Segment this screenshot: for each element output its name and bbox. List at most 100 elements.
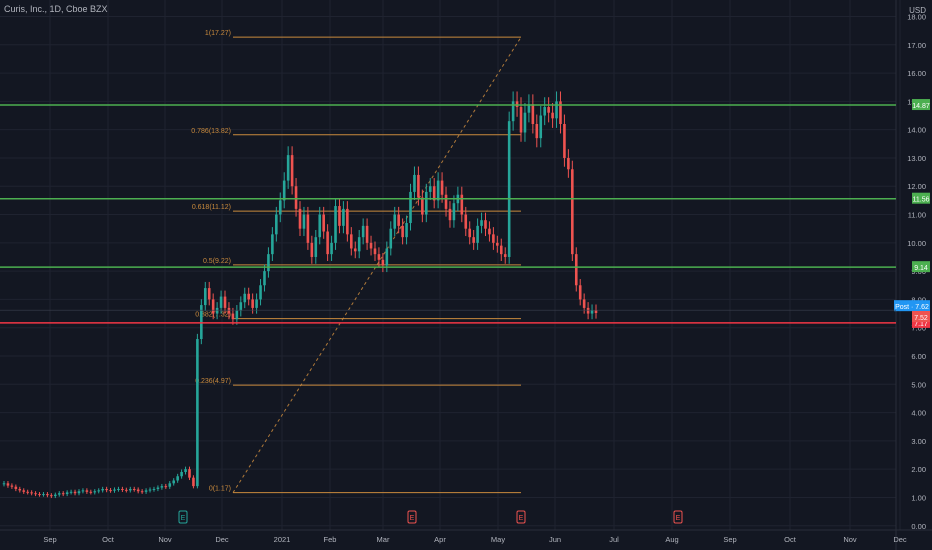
candle-body: [511, 101, 515, 122]
horizontal-line-label-bg: [912, 316, 930, 328]
candle-body: [152, 488, 156, 490]
candle-body: [6, 483, 10, 486]
x-tick-label: May: [491, 535, 505, 544]
x-tick-label: Aug: [665, 535, 678, 544]
last-price-label-bg: [912, 310, 930, 322]
candle-body: [571, 169, 574, 255]
earnings-marker: [516, 510, 526, 524]
candle-body: [428, 186, 432, 192]
candle-body: [310, 242, 314, 257]
candle-body: [42, 494, 45, 496]
candle-body: [223, 296, 227, 308]
candle-body: [231, 313, 235, 320]
candle-body: [290, 155, 294, 187]
candle-body: [559, 101, 562, 124]
earnings-marker-label: E: [519, 515, 524, 522]
candle-body: [488, 228, 491, 235]
candle-body: [164, 486, 168, 488]
candle-body: [393, 214, 397, 229]
candle-body: [30, 492, 33, 494]
candle-body: [271, 234, 274, 255]
candle-body: [567, 157, 570, 170]
candle-body: [322, 214, 325, 232]
candle-body: [294, 186, 298, 209]
chart-title: Curis, Inc., 1D, Cboe BZX: [4, 4, 108, 14]
y-tick-label: 17.00: [907, 41, 926, 50]
candle-body: [14, 486, 18, 489]
earnings-marker: [407, 510, 417, 524]
x-tick-label: Oct: [784, 535, 797, 544]
fib-level-label: 0.618(11.12): [192, 204, 231, 211]
candle-body: [73, 491, 77, 494]
candle-body: [401, 225, 404, 238]
candle-body: [417, 174, 420, 198]
candle-body: [405, 223, 408, 238]
candle-body: [200, 305, 203, 340]
candle-body: [578, 285, 582, 300]
candle-body: [464, 214, 468, 229]
candle-body: [215, 307, 219, 314]
candle-body: [413, 174, 416, 192]
candle-body: [255, 299, 258, 308]
y-tick-label: 1.00: [911, 493, 926, 502]
candle-body: [97, 490, 101, 492]
x-tick-label: Apr: [434, 535, 446, 544]
x-tick-label: Dec: [215, 535, 229, 544]
candle-body: [515, 101, 519, 108]
x-tick-label: Sep: [723, 535, 736, 544]
candle-body: [555, 101, 558, 119]
candle-body: [239, 302, 243, 311]
x-tick-label: Mar: [377, 535, 390, 544]
candle-body: [353, 248, 357, 252]
candle-body: [263, 271, 266, 286]
candle-body: [144, 490, 148, 492]
candle-body: [282, 180, 286, 201]
candle-body: [594, 310, 598, 313]
candle-body: [180, 472, 183, 477]
candle-body: [452, 203, 456, 221]
candle-body: [168, 483, 172, 487]
x-tick-label: Dec: [893, 535, 907, 544]
candle-body: [93, 491, 97, 493]
candle-body: [342, 208, 345, 226]
candle-body: [125, 489, 128, 491]
candle-body: [188, 469, 191, 478]
horizontal-line-label: 14.87: [912, 103, 930, 110]
y-tick-label: 10.00: [907, 239, 926, 248]
fib-level-label: 0(1.17): [209, 486, 231, 493]
candle-body: [373, 248, 377, 255]
x-tick-label: Oct: [102, 535, 115, 544]
candle-body: [586, 307, 590, 314]
candle-body: [34, 493, 37, 495]
x-tick-label: Nov: [158, 535, 172, 544]
candle-body: [424, 191, 428, 215]
y-tick-label: 12.00: [907, 182, 926, 191]
candle-body: [247, 293, 250, 300]
last-price-label: 7.52: [914, 315, 928, 322]
candle-body: [2, 483, 6, 485]
candle-body: [89, 491, 93, 493]
candle-body: [101, 488, 104, 491]
earnings-marker-label: E: [676, 515, 681, 522]
earnings-marker-label: E: [181, 515, 186, 522]
candle-body: [203, 288, 207, 306]
x-tick-label: Jul: [609, 535, 619, 544]
candle-body: [499, 245, 503, 255]
candle-body: [219, 296, 223, 308]
candle-body: [369, 242, 373, 249]
x-tick-label: Sep: [43, 535, 56, 544]
x-tick-label: Jun: [549, 535, 561, 544]
candle-body: [543, 107, 546, 116]
earnings-marker: [673, 510, 683, 524]
candle-body: [523, 112, 527, 133]
candle-body: [507, 121, 511, 257]
candle-body: [496, 242, 499, 246]
candle-body: [278, 200, 282, 215]
candle-body: [381, 259, 385, 266]
y-tick-label: 7.00: [911, 324, 926, 333]
y-tick-label: 0.00: [911, 522, 926, 531]
candle-body: [267, 254, 270, 272]
candle-body: [259, 285, 262, 300]
candle-body: [346, 208, 349, 235]
